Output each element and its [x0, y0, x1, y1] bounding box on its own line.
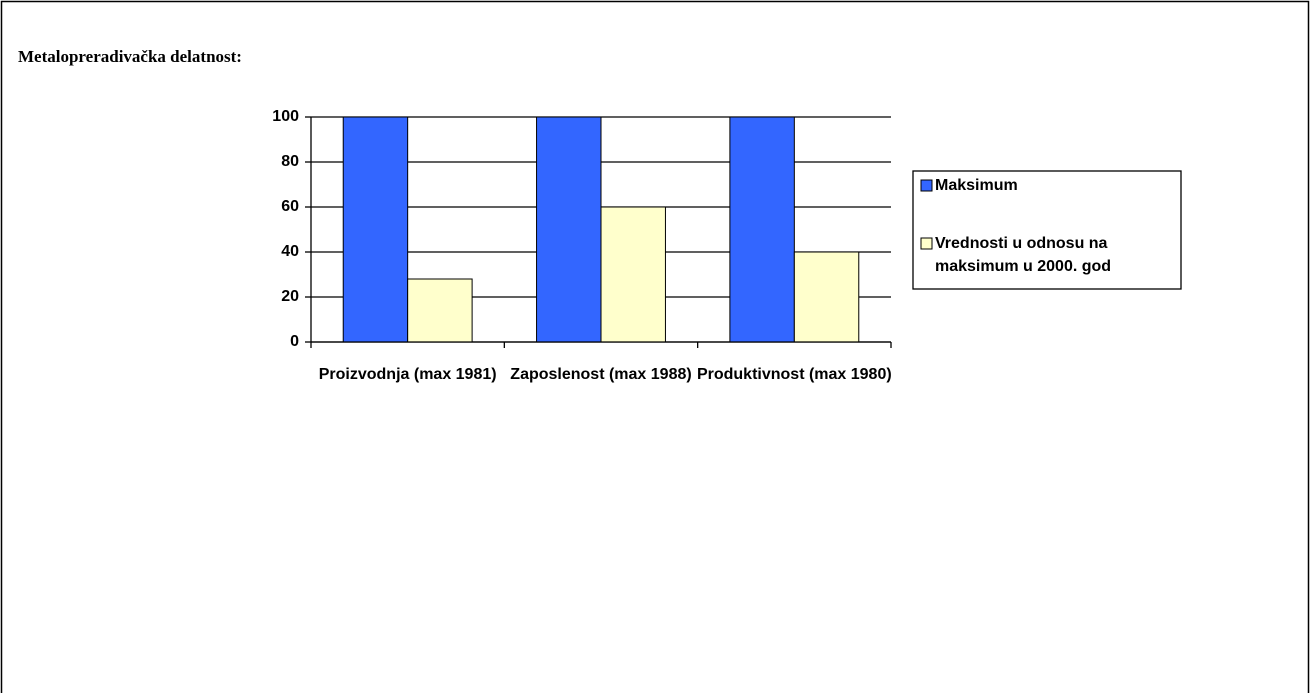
y-tick-label: 60 — [281, 198, 299, 215]
x-tick-label: Produktivnost (max 1980) — [696, 366, 892, 383]
chart-title: Metalopreradivačka delatnost: — [18, 47, 242, 66]
y-tick-label: 100 — [272, 108, 299, 125]
y-tick-label: 40 — [281, 243, 299, 260]
bar — [536, 116, 602, 343]
legend-label: Maksimum — [935, 177, 1018, 194]
legend-swatch — [920, 237, 933, 250]
x-tick-label: Zaposlenost (max 1988) — [510, 366, 692, 383]
bar — [793, 251, 860, 343]
bar — [729, 116, 795, 343]
x-tick-label: Proizvodnja (max 1981) — [318, 366, 497, 383]
legend-box — [912, 170, 1182, 290]
legend-label: Vrednosti u odnosu na maksimum u 2000. g… — [935, 235, 1112, 275]
y-tick-label: 0 — [290, 333, 299, 350]
bar — [600, 206, 666, 343]
y-tick-label: 80 — [281, 153, 299, 170]
legend-swatch — [920, 179, 933, 192]
bar — [342, 116, 409, 343]
bar — [407, 278, 473, 343]
y-tick-label: 20 — [281, 288, 299, 305]
